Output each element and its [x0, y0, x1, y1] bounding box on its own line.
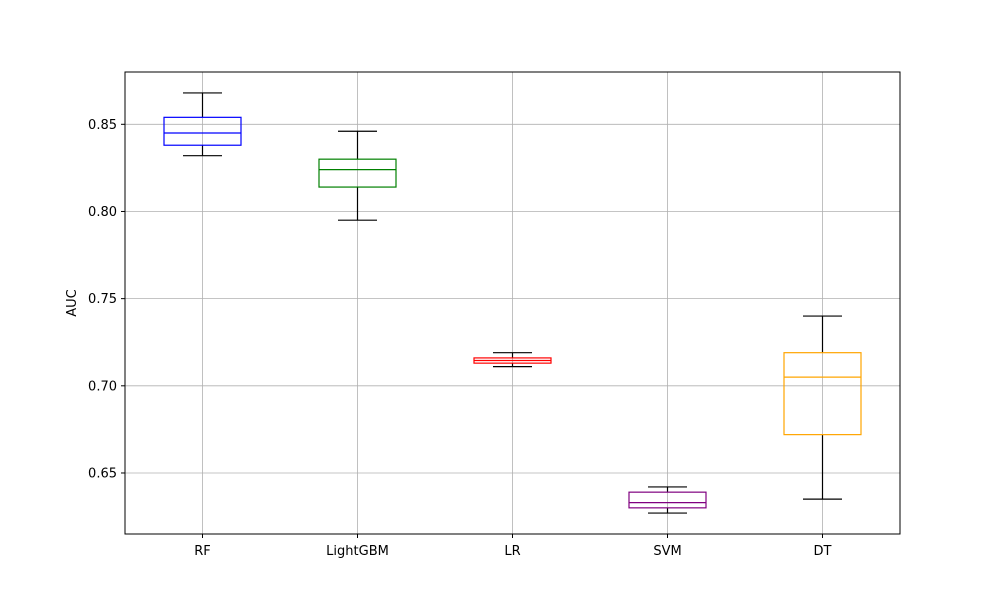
- box-rf: [163, 92, 242, 157]
- y-tick-label: 0.85: [88, 118, 117, 133]
- box-body: [318, 158, 397, 188]
- box-lightgbm: [318, 130, 397, 221]
- x-tick-label: DT: [814, 544, 832, 559]
- y-axis-label: AUC: [65, 289, 80, 317]
- y-tick-label: 0.65: [88, 466, 117, 481]
- axis-ticks: 0.65 0.70 0.75 0.80 0.85 RF LightGBM LR SVM DT: [88, 118, 831, 559]
- x-tick-label: SVM: [653, 544, 681, 559]
- box-svm: [628, 486, 707, 514]
- box-body: [783, 352, 862, 436]
- box-body: [628, 491, 707, 509]
- y-tick-label: 0.75: [88, 292, 117, 307]
- y-tick-label: 0.80: [88, 205, 117, 220]
- boxes: [163, 92, 862, 514]
- x-tick-label: LR: [504, 544, 520, 559]
- x-tick-label: LightGBM: [326, 544, 389, 559]
- box-dt: [783, 315, 862, 500]
- x-tick-label: RF: [194, 544, 211, 559]
- y-tick-label: 0.70: [88, 379, 117, 394]
- box-body: [163, 116, 242, 146]
- box-lr: [473, 352, 552, 368]
